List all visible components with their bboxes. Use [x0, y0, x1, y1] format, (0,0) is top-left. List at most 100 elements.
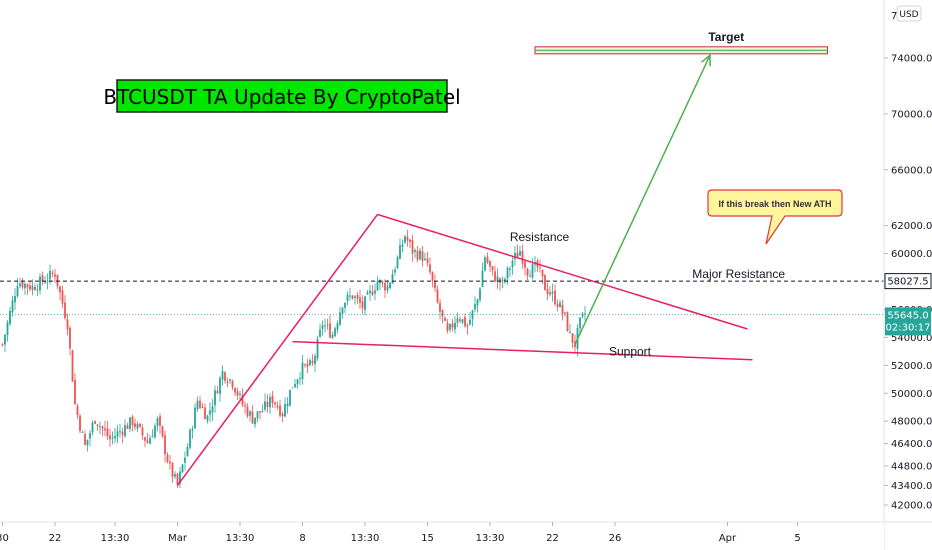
time-axis[interactable]: 30 22 13:30 Mar 13:30 8 13:30 15 13:30 22 26 Apr 5 [0, 521, 932, 550]
x-tick-label: 22 [546, 533, 559, 544]
candle-body [359, 297, 361, 303]
x-tick-label: 5 [794, 533, 800, 544]
candle-body [194, 407, 196, 429]
candle-body [34, 286, 36, 291]
major-resistance-flag: 58027.5 [884, 273, 932, 290]
currency-badge[interactable]: USD [896, 5, 922, 22]
candle-body [539, 267, 541, 269]
major-resistance-flag-box [884, 273, 932, 290]
y-tick-label: 50000.0 [891, 389, 932, 400]
candle-body [174, 474, 176, 477]
candle-body [379, 279, 381, 284]
title-box: BTCUSDT TA Update By CryptoPatel [103, 79, 461, 113]
candle-body [326, 324, 329, 326]
candle-body [399, 245, 401, 259]
candle-body [401, 244, 404, 247]
candle-body [524, 261, 526, 268]
drawings-group [176, 46, 828, 486]
y-tick-label: 44800.0 [891, 461, 932, 472]
candle-body [526, 268, 529, 276]
candle-body [549, 292, 551, 295]
candle-body [296, 379, 299, 385]
candle-body [114, 436, 116, 439]
candle-body [341, 307, 344, 314]
candle-body [136, 424, 139, 429]
candle-body [316, 338, 319, 359]
candle-body [234, 388, 236, 393]
candle-body [24, 283, 26, 289]
callout-bubble: If this break then New ATH [707, 189, 843, 245]
candle-body [204, 407, 206, 420]
candle-body [141, 427, 144, 436]
major-resistance-value: 58027.5 [887, 277, 928, 288]
candle-body [551, 291, 554, 294]
target-arrow [574, 54, 711, 345]
candle-body [351, 295, 354, 299]
candle-body [414, 249, 416, 252]
candle-body [169, 461, 171, 464]
x-tick-label: 15 [421, 533, 434, 544]
candle-body [64, 302, 66, 319]
candle-body [121, 431, 124, 435]
candle-body [186, 446, 189, 457]
candle-body [431, 272, 434, 281]
candle-body [231, 380, 234, 388]
candle-body [561, 304, 564, 314]
candle-body [364, 296, 366, 311]
candle-body [411, 240, 414, 254]
candle-body [219, 378, 221, 394]
candle-body [384, 282, 386, 291]
candle-body [206, 415, 209, 421]
candle-body [6, 322, 9, 335]
candle-body [361, 301, 364, 308]
candle-body [146, 440, 149, 443]
x-tick-label: 26 [609, 533, 622, 544]
x-ticks: 30 22 13:30 Mar 13:30 8 13:30 15 13:30 22 26 Apr 5 [0, 522, 801, 544]
candle-body [459, 319, 461, 322]
candle-body [4, 334, 6, 345]
candle-body [249, 411, 251, 416]
candle-body [226, 381, 229, 383]
candle-body [71, 350, 74, 382]
candle-body [69, 327, 71, 349]
candle-body [514, 252, 516, 260]
candle-body [104, 428, 106, 431]
candle-body [49, 270, 51, 280]
x-tick-label: Apr [719, 533, 737, 544]
candle-body [321, 325, 324, 329]
candle-body [491, 266, 494, 271]
currency-badge-box [896, 5, 922, 22]
candle-body [181, 464, 184, 473]
candle-body [236, 391, 239, 396]
y-tick-label: 52000.0 [891, 361, 932, 372]
candle-body [156, 418, 159, 426]
x-tick-label: 13:30 [101, 533, 130, 544]
candle-body [506, 267, 509, 279]
candle-body [501, 279, 504, 282]
candle-body [124, 425, 126, 437]
resistance-trendline [377, 213, 748, 330]
candle-body [229, 379, 231, 381]
candle-body [201, 406, 204, 408]
candle-body [154, 425, 156, 438]
candle-body [101, 426, 104, 429]
target-label: Target [708, 30, 744, 44]
candle-body [271, 395, 274, 403]
price-axis[interactable]: 42000.0 43400.0 44800.0 46400.0 48000.0 50000… [883, 0, 932, 550]
candle-body [274, 402, 276, 405]
y-tick-partial-top: 7 [891, 11, 897, 22]
candle-body [264, 401, 266, 410]
candle-body [446, 322, 449, 331]
candle-body [116, 431, 119, 437]
candle-body [244, 405, 246, 407]
title-background [116, 79, 448, 113]
candle-body [251, 411, 254, 424]
candle-body [96, 424, 99, 426]
candle-body [356, 294, 359, 299]
candle-body [504, 278, 506, 281]
candle-body [496, 276, 499, 282]
candle-body [339, 312, 341, 325]
candle-body [261, 410, 264, 412]
